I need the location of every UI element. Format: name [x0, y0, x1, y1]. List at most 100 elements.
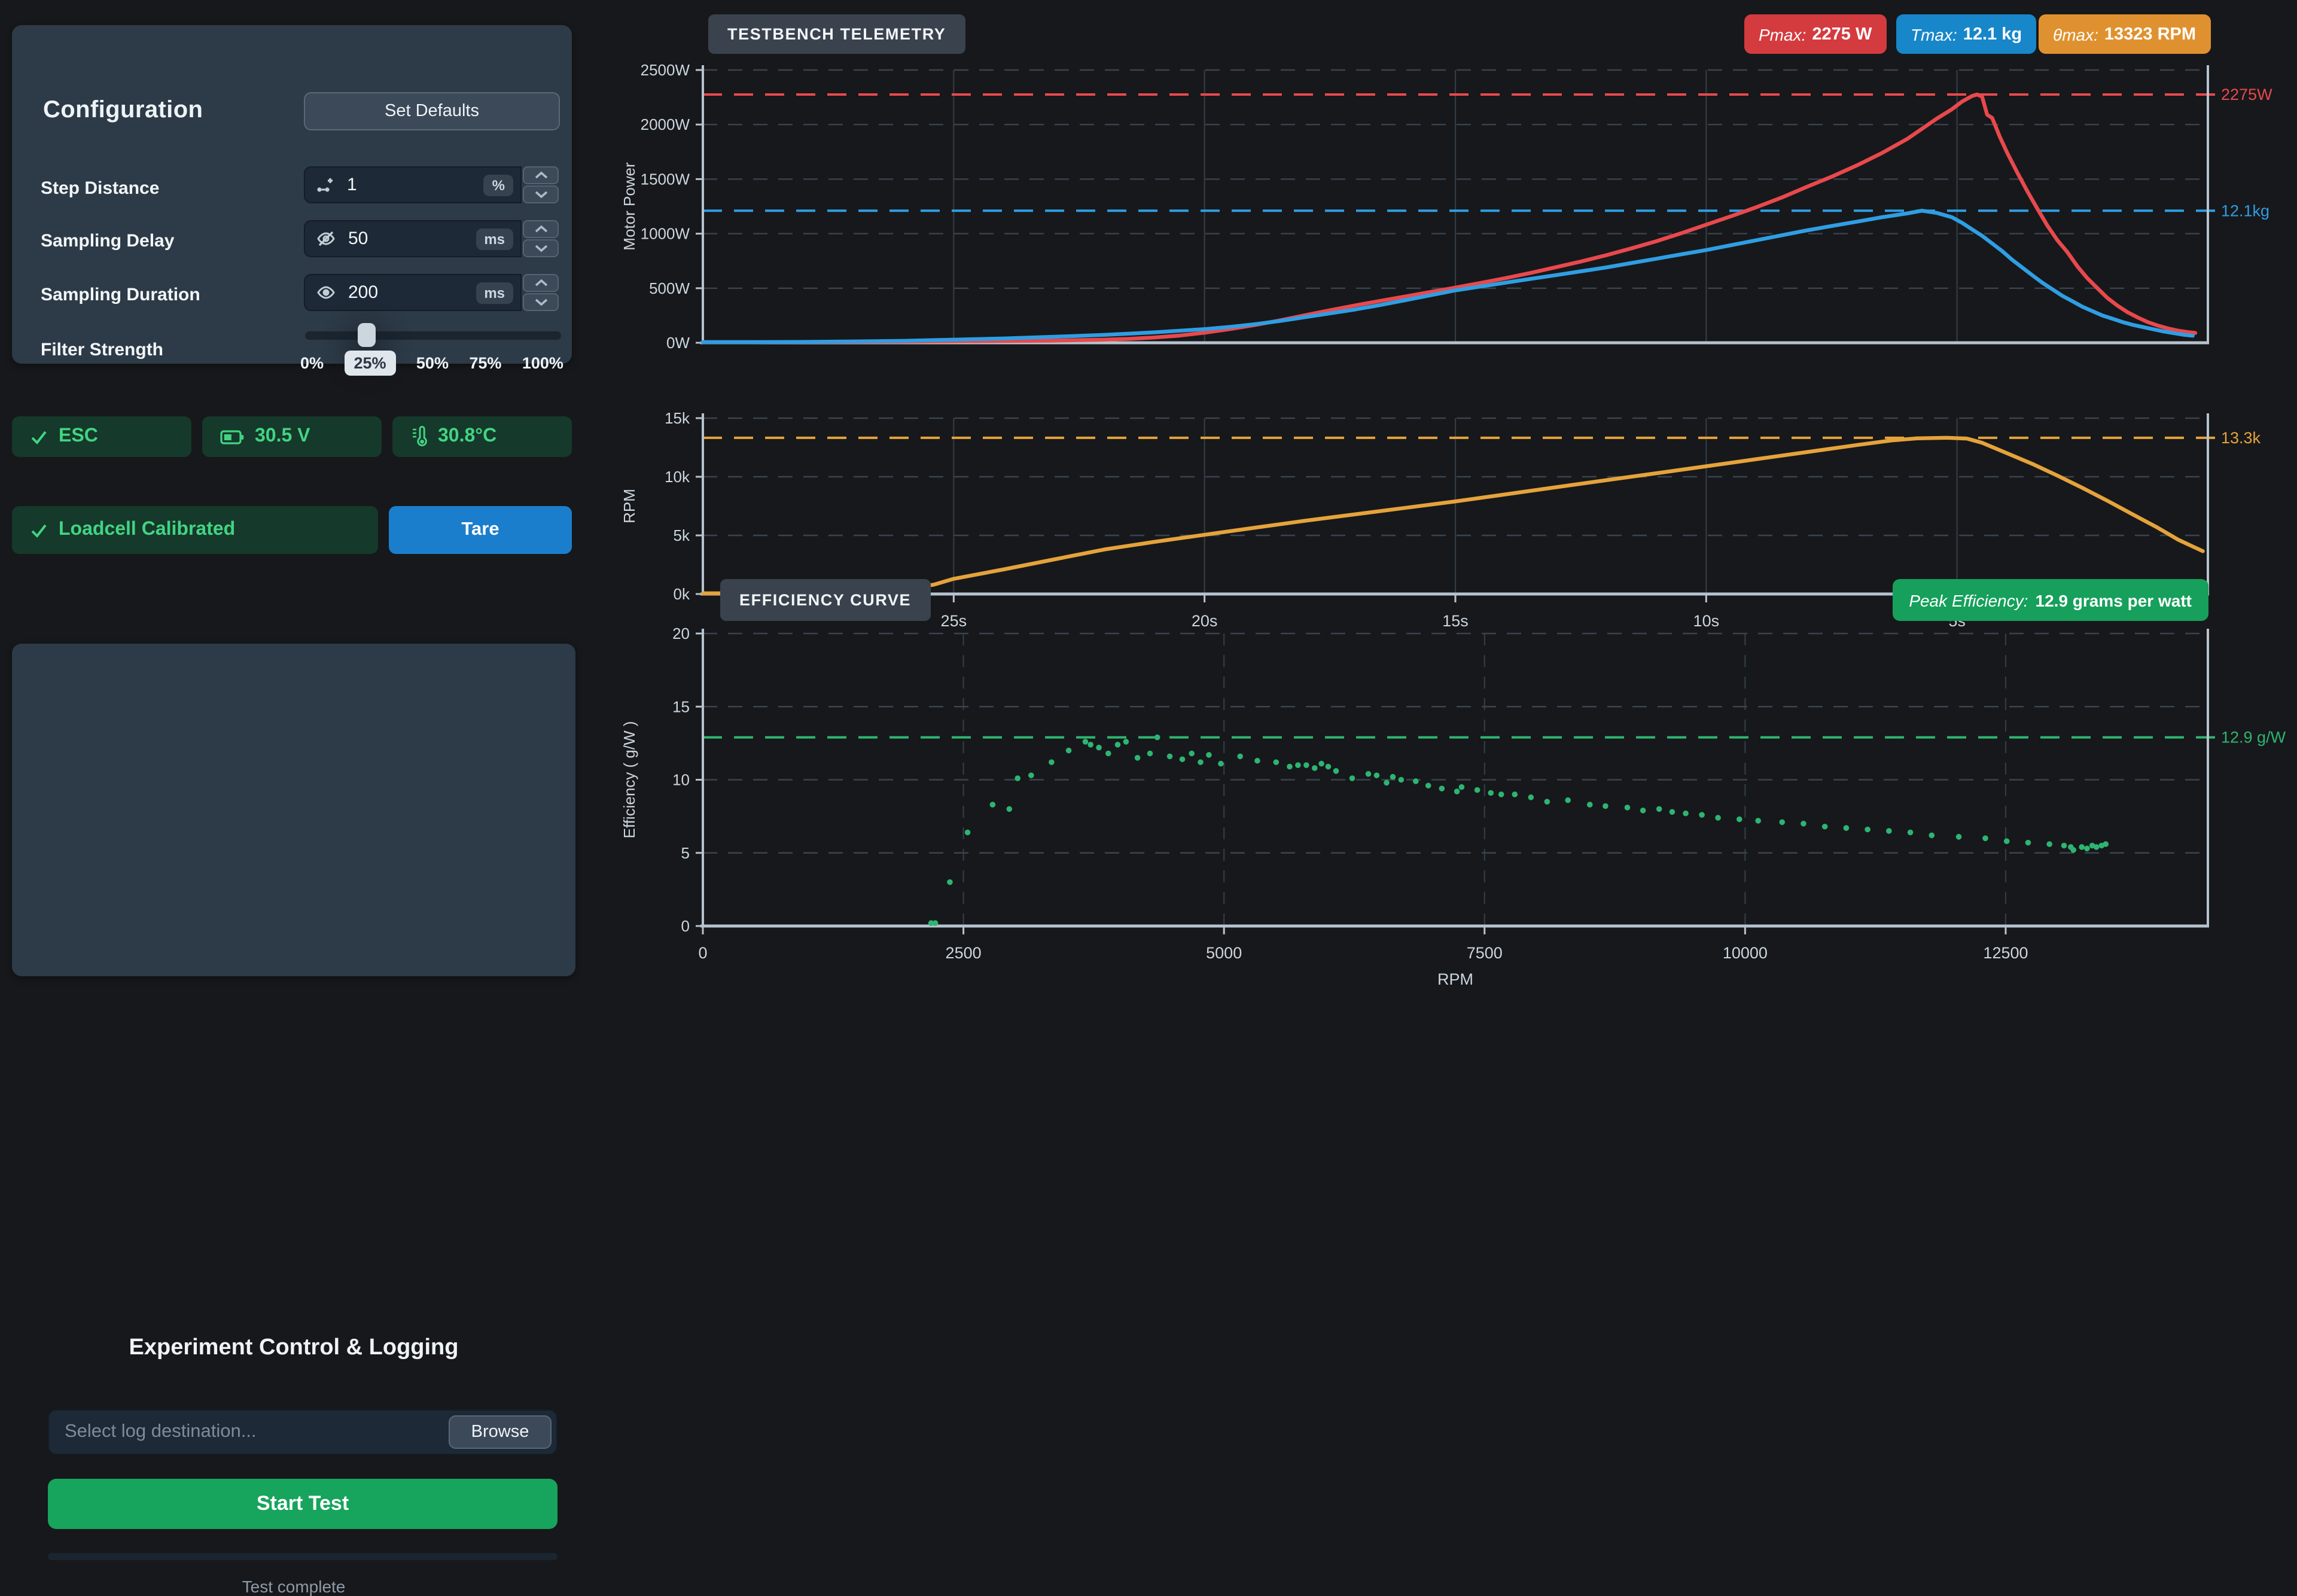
browse-button[interactable]: Browse [449, 1415, 552, 1449]
svg-text:20: 20 [672, 625, 690, 642]
sampling-duration-stepper [523, 274, 559, 311]
rpm-max-label: θmax: [2053, 25, 2098, 44]
step-distance-field[interactable]: % [304, 166, 522, 203]
telemetry-title-badge: TESTBENCH TELEMETRY [708, 14, 965, 54]
sampling-delay-stepper [523, 220, 559, 257]
eye-off-icon [316, 229, 336, 249]
svg-text:0k: 0k [674, 585, 690, 603]
progress-bar [48, 1553, 558, 1560]
sampling-delay-decrement-button[interactable] [523, 239, 559, 257]
eye-icon [316, 282, 336, 303]
svg-text:2275W: 2275W [2221, 86, 2272, 103]
rpm-max-badge: θmax: 13323 RPM [2039, 14, 2211, 54]
app-root: 2275W 12.1kg 0W 500W 1000W 1500W 2000W 2500W Mot… [12, 14, 2286, 1596]
voltage-chip: 30.5 V [202, 416, 382, 457]
svg-text:25s: 25s [941, 612, 967, 630]
tare-button[interactable]: Tare [389, 506, 572, 554]
svg-text:15k: 15k [665, 409, 690, 427]
svg-text:5: 5 [681, 844, 690, 862]
slider-tick-100[interactable]: 100% [522, 354, 563, 372]
sampling-duration-input[interactable] [346, 281, 476, 304]
temperature-value: 30.8°C [438, 426, 497, 446]
svg-text:Efficiency ( g/W ): Efficiency ( g/W ) [620, 721, 638, 838]
svg-text:5k: 5k [674, 526, 690, 544]
svg-text:2000W: 2000W [641, 115, 690, 133]
svg-text:1500W: 1500W [641, 170, 690, 188]
slider-tick-25-active[interactable]: 25% [344, 351, 396, 376]
sampling-duration-unit: ms [476, 282, 513, 303]
experiment-title: Experiment Control & Logging [129, 1335, 459, 1360]
sampling-duration-decrement-button[interactable] [523, 293, 559, 311]
step-distance-increment-button[interactable] [523, 166, 559, 184]
experiment-panel: Experiment Control & Logging Browse Star… [12, 644, 575, 1596]
svg-text:0: 0 [681, 917, 690, 935]
svg-text:RPM: RPM [620, 489, 638, 523]
svg-text:20s: 20s [1192, 612, 1218, 630]
svg-text:Motor Power: Motor Power [620, 162, 638, 251]
slider-tick-75[interactable]: 75% [469, 354, 502, 372]
slider-tick-0[interactable]: 0% [300, 354, 324, 372]
sampling-delay-input[interactable] [346, 227, 476, 250]
svg-text:12.9 g/W: 12.9 g/W [2221, 729, 2286, 747]
svg-text:0: 0 [698, 944, 707, 962]
svg-text:15: 15 [672, 698, 690, 715]
peak-efficiency-badge: Peak Efficiency: 12.9 grams per watt [1892, 579, 2208, 621]
step-distance-input[interactable] [345, 173, 484, 196]
pmax-label: Pmax: [1759, 25, 1806, 44]
filter-strength-slider-track[interactable] [305, 331, 561, 340]
svg-text:RPM: RPM [1437, 970, 1473, 988]
loadcell-status-chip: Loadcell Calibrated [12, 506, 378, 554]
step-distance-unit: % [483, 174, 513, 196]
set-defaults-button[interactable]: Set Defaults [304, 92, 560, 130]
svg-text:5000: 5000 [1206, 944, 1242, 962]
svg-text:500W: 500W [649, 279, 690, 297]
svg-text:12500: 12500 [1983, 944, 2028, 962]
svg-text:1000W: 1000W [641, 225, 690, 243]
efficiency-title-badge: EFFICIENCY CURVE [720, 579, 931, 621]
svg-text:13.3k: 13.3k [2221, 429, 2261, 447]
rpm-max-value: 13323 RPM [2104, 25, 2197, 44]
svg-text:2500W: 2500W [641, 61, 690, 79]
svg-text:2500: 2500 [946, 944, 982, 962]
peak-efficiency-value: 12.9 grams per watt [2035, 590, 2192, 610]
esc-status-chip: ESC [12, 416, 191, 457]
svg-text:10000: 10000 [1723, 944, 1768, 962]
pmax-badge: Pmax: 2275 W [1744, 14, 1887, 54]
sampling-delay-increment-button[interactable] [523, 220, 559, 238]
svg-text:12.1kg: 12.1kg [2221, 202, 2269, 220]
step-distance-stepper [523, 166, 559, 203]
esc-status-label: ESC [59, 426, 98, 446]
svg-text:15s: 15s [1442, 612, 1469, 630]
filter-strength-slider-handle[interactable] [358, 323, 376, 347]
sampling-duration-increment-button[interactable] [523, 274, 559, 292]
test-status-text: Test complete [242, 1577, 346, 1596]
voltage-value: 30.5 V [255, 426, 310, 446]
sampling-delay-label: Sampling Delay [41, 231, 175, 251]
sampling-duration-field[interactable]: ms [304, 274, 522, 311]
sampling-delay-field[interactable]: ms [304, 220, 522, 257]
tmax-value: 12.1 kg [1963, 25, 2022, 44]
peak-efficiency-label: Peak Efficiency: [1909, 590, 2028, 610]
step-distance-icon [316, 175, 335, 194]
step-distance-label: Step Distance [41, 178, 160, 199]
battery-icon [220, 429, 244, 444]
log-destination-group: Browse [48, 1409, 558, 1455]
tmax-label: Tmax: [1911, 25, 1957, 44]
svg-text:10s: 10s [1693, 612, 1720, 630]
loadcell-status-label: Loadcell Calibrated [59, 519, 236, 540]
check-icon [30, 428, 48, 446]
filter-strength-label: Filter Strength [41, 340, 164, 360]
configuration-title: Configuration [43, 97, 203, 123]
svg-text:7500: 7500 [1467, 944, 1503, 962]
check-icon [30, 521, 48, 539]
tmax-badge: Tmax: 12.1 kg [1896, 14, 2037, 54]
pmax-value: 2275 W [1812, 25, 1872, 44]
step-distance-decrement-button[interactable] [523, 185, 559, 203]
slider-tick-50[interactable]: 50% [416, 354, 449, 372]
thermometer-icon [410, 426, 427, 447]
svg-text:0W: 0W [666, 334, 690, 352]
svg-text:10k: 10k [665, 468, 690, 486]
charts-canvas: 2275W 12.1kg 0W 500W 1000W 1500W 2000W 2500W Mot… [620, 61, 2286, 988]
filter-strength-scale: 0% 25% 50% 75% 100% [300, 351, 563, 376]
start-test-button[interactable]: Start Test [48, 1479, 558, 1529]
